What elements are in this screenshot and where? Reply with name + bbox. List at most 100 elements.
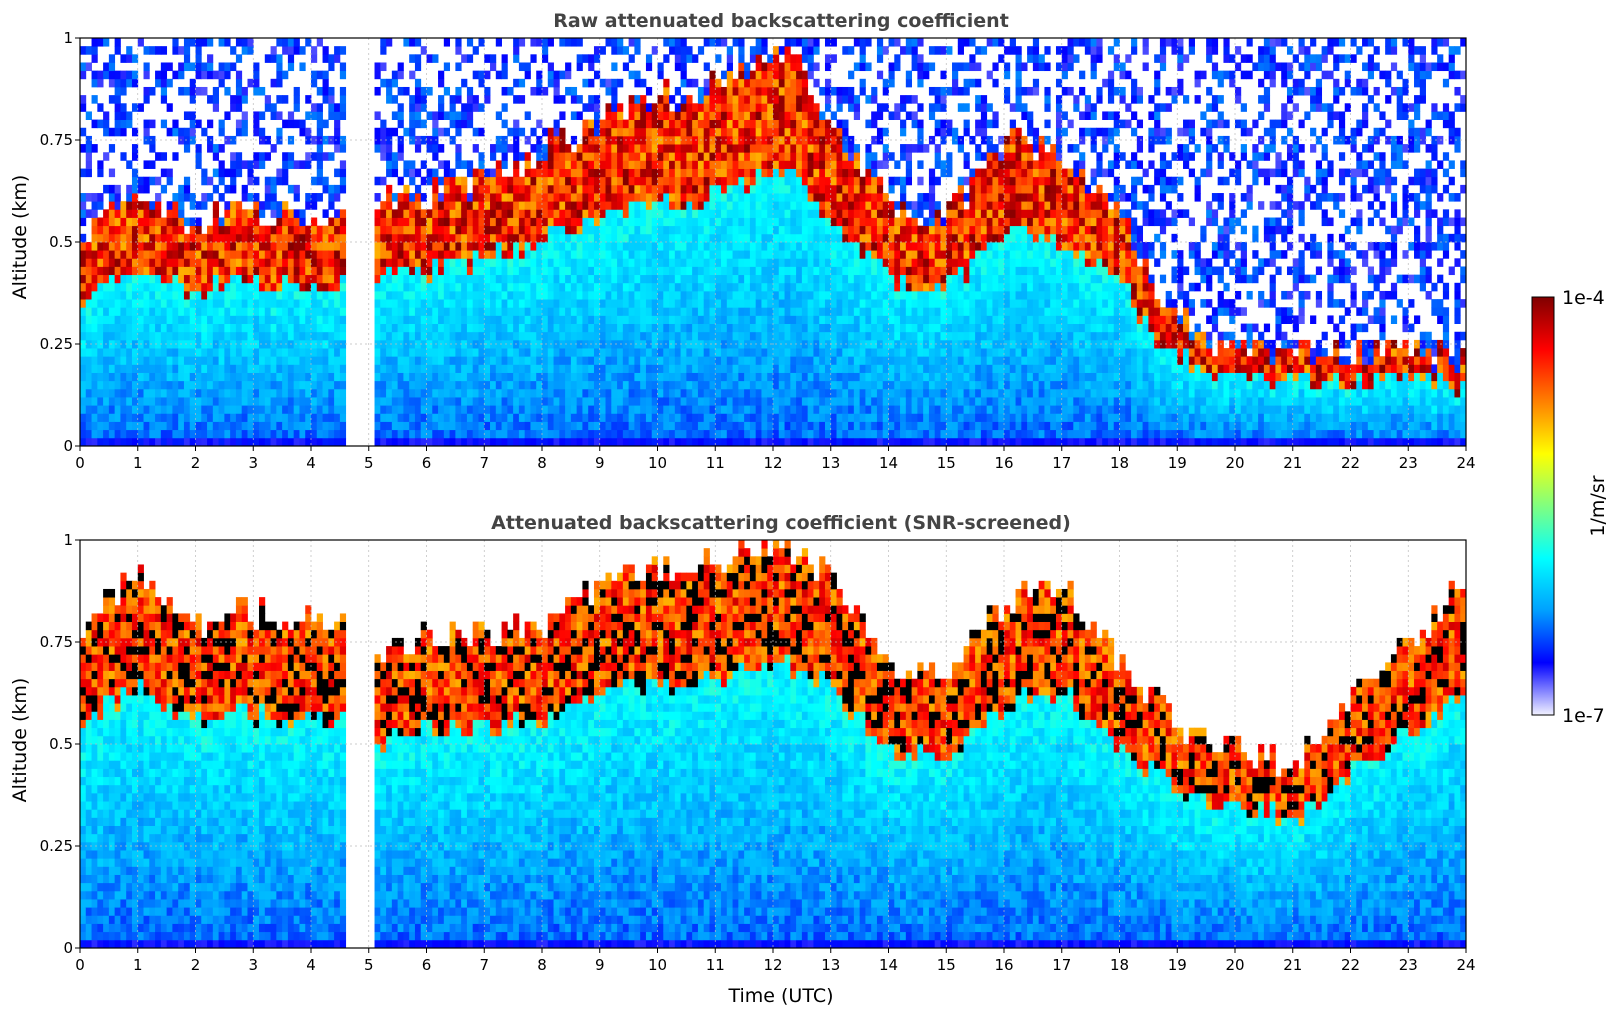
- heatmap-cell: [293, 266, 300, 276]
- heatmap-cell: [432, 323, 439, 333]
- heatmap-cell: [599, 193, 606, 202]
- heatmap-cell: [386, 315, 393, 324]
- heatmap-cell: [322, 70, 329, 80]
- heatmap-cell: [524, 413, 531, 422]
- heatmap-cell: [380, 135, 387, 145]
- heatmap-cell: [582, 127, 589, 137]
- heatmap-cell: [617, 193, 624, 202]
- heatmap-cell: [634, 135, 641, 145]
- heatmap-cell: [588, 266, 595, 276]
- heatmap-cell: [761, 282, 768, 292]
- heatmap-cell: [172, 152, 179, 161]
- heatmap-cell: [576, 323, 583, 333]
- heatmap-cell: [120, 111, 127, 120]
- heatmap-cell: [709, 95, 716, 104]
- heatmap-cell: [565, 348, 572, 357]
- heatmap-cell: [426, 176, 433, 186]
- heatmap-cell: [605, 168, 612, 178]
- heatmap-cell: [235, 95, 243, 104]
- heatmap-cell: [305, 225, 312, 235]
- heatmap-cell: [316, 70, 323, 80]
- heatmap-cell: [524, 307, 531, 316]
- heatmap-cell: [692, 233, 699, 243]
- heatmap-cell: [299, 380, 306, 390]
- heatmap-cell: [91, 193, 98, 202]
- heatmap-cell: [640, 103, 647, 112]
- heatmap-cell: [501, 103, 508, 112]
- heatmap-cell: [218, 372, 225, 382]
- heatmap-cell: [738, 429, 745, 439]
- heatmap-cell: [784, 144, 791, 153]
- heatmap-cell: [120, 299, 127, 308]
- heatmap-cell: [155, 421, 162, 431]
- heatmap-cell: [553, 201, 560, 210]
- heatmap-cell: [374, 209, 381, 218]
- heatmap-cell: [530, 323, 537, 333]
- heatmap-cell: [212, 258, 220, 267]
- heatmap-cell: [207, 299, 214, 308]
- heatmap-cell: [640, 315, 647, 324]
- heatmap-cell: [97, 225, 104, 235]
- heatmap-cell: [414, 274, 422, 284]
- heatmap-cell: [137, 274, 144, 284]
- heatmap-cell: [692, 290, 699, 300]
- heatmap-cell: [721, 144, 728, 153]
- heatmap-cell: [218, 78, 225, 88]
- heatmap-cell: [784, 95, 791, 104]
- heatmap-cell: [235, 201, 243, 210]
- heatmap-cell: [790, 135, 797, 145]
- heatmap-cell: [466, 266, 474, 276]
- heatmap-cell: [744, 380, 751, 390]
- heatmap-cell: [721, 193, 728, 202]
- heatmap-cell: [559, 233, 566, 243]
- heatmap-cell: [703, 217, 710, 227]
- heatmap-cell: [438, 372, 445, 382]
- heatmap-cell: [386, 364, 393, 373]
- heatmap-cell: [686, 127, 693, 137]
- heatmap-cell: [334, 413, 341, 422]
- heatmap-cell: [622, 127, 630, 137]
- heatmap-cell: [311, 437, 318, 447]
- heatmap-cell: [264, 299, 271, 308]
- heatmap-cell: [669, 356, 676, 365]
- heatmap-cell: [767, 250, 774, 259]
- heatmap-cell: [732, 78, 739, 88]
- heatmap-cell: [542, 315, 549, 324]
- heatmap-cell: [282, 421, 289, 431]
- heatmap-cell: [565, 290, 572, 300]
- heatmap-cell: [674, 413, 682, 422]
- heatmap-cell: [397, 388, 404, 398]
- heatmap-cell: [651, 274, 658, 284]
- heatmap-cell: [137, 437, 144, 447]
- heatmap-cell: [103, 119, 110, 129]
- heatmap-cell: [374, 266, 381, 276]
- heatmap-cell: [443, 437, 451, 447]
- heatmap-cell: [270, 429, 277, 439]
- heatmap-cell: [149, 437, 156, 447]
- heatmap-cell: [455, 193, 462, 202]
- heatmap-cell: [311, 176, 318, 186]
- heatmap-cell: [432, 356, 439, 365]
- heatmap-cell: [547, 152, 554, 161]
- heatmap-cell: [507, 388, 514, 398]
- heatmap-cell: [143, 250, 150, 259]
- heatmap-cell: [744, 160, 751, 169]
- heatmap-cell: [472, 127, 479, 137]
- heatmap-cell: [634, 258, 641, 267]
- heatmap-cell: [784, 168, 791, 178]
- heatmap-cell: [443, 176, 451, 186]
- heatmap-cell: [183, 250, 191, 259]
- heatmap-cell: [241, 299, 248, 308]
- heatmap-cell: [657, 95, 664, 104]
- heatmap-cell: [680, 356, 687, 365]
- heatmap-cell: [409, 266, 416, 276]
- heatmap-cell: [160, 95, 168, 104]
- heatmap-cell: [131, 405, 139, 414]
- heatmap-cell: [547, 282, 554, 292]
- heatmap-cell: [553, 429, 560, 439]
- heatmap-cell: [438, 307, 445, 316]
- heatmap-cell: [172, 127, 179, 137]
- heatmap-cell: [542, 184, 549, 194]
- heatmap-cell: [264, 250, 271, 259]
- heatmap-cell: [426, 323, 433, 333]
